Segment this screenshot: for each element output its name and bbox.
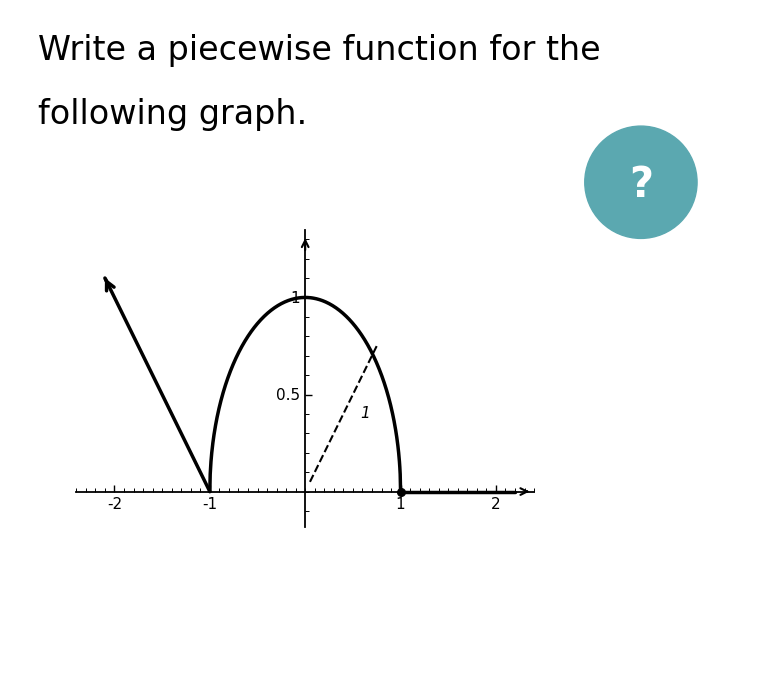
Text: Write a piecewise function for the: Write a piecewise function for the <box>38 34 600 67</box>
Text: following graph.: following graph. <box>38 98 307 131</box>
Text: ?: ? <box>629 164 653 206</box>
Circle shape <box>584 126 697 238</box>
Text: 1: 1 <box>360 406 370 421</box>
